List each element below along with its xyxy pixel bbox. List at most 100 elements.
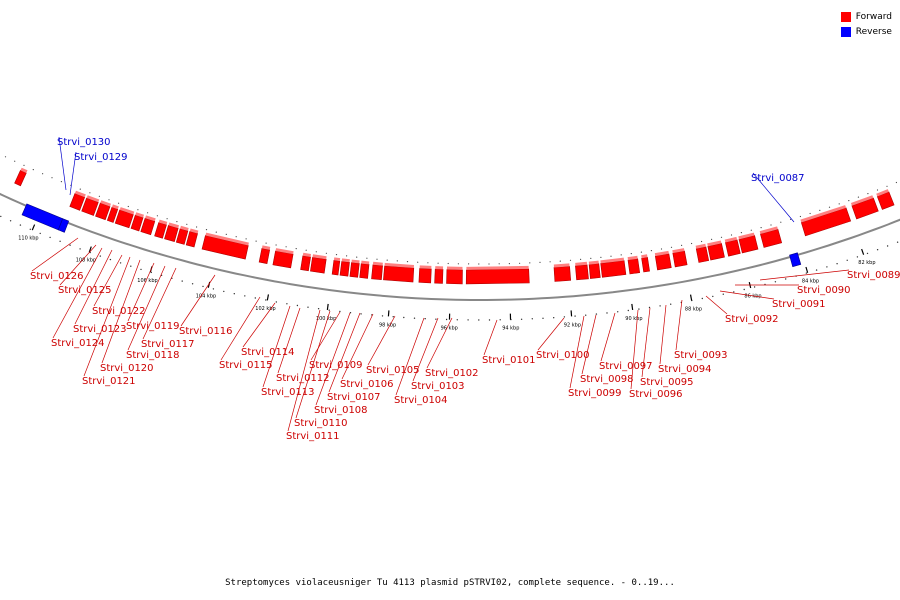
ring-dot bbox=[743, 288, 745, 291]
ring-dot bbox=[339, 310, 341, 313]
gene-label-strvi-0101: Strvi_0101 bbox=[482, 355, 536, 366]
tick-label: 86 kbp bbox=[744, 294, 761, 300]
ring-dot bbox=[681, 244, 683, 246]
gene-label-strvi-0110: Strvi_0110 bbox=[294, 418, 348, 429]
ring-dot bbox=[828, 206, 831, 208]
gene-shadow bbox=[135, 212, 144, 218]
inner-dotted-ring bbox=[4, 156, 898, 265]
leader-line bbox=[69, 151, 77, 196]
ring-dot bbox=[539, 261, 541, 263]
tick-mark bbox=[689, 294, 693, 301]
gene-label-strvi-0114: Strvi_0114 bbox=[241, 347, 295, 358]
ring-dot bbox=[886, 245, 889, 247]
ring-dot bbox=[857, 196, 860, 198]
tick-label: 90 kbp bbox=[625, 316, 642, 322]
ring-dot bbox=[39, 232, 41, 235]
gene-shadow bbox=[588, 260, 599, 265]
ring-dot bbox=[79, 188, 81, 190]
gene-label-strvi-0124: Strvi_0124 bbox=[51, 338, 105, 349]
ring-dot bbox=[753, 286, 756, 288]
ring-dot bbox=[895, 181, 898, 184]
gene-label-strvi-0100: Strvi_0100 bbox=[536, 350, 590, 361]
leader-lines bbox=[31, 136, 850, 432]
ring-dot bbox=[14, 160, 16, 162]
leader-line bbox=[101, 259, 141, 364]
gene-block bbox=[359, 263, 370, 279]
gene-block bbox=[154, 222, 167, 239]
ring-dot bbox=[140, 268, 142, 271]
ring-dot bbox=[275, 244, 277, 246]
tick-label: 84 kbp bbox=[802, 278, 819, 284]
ring-dot bbox=[498, 263, 500, 265]
ring-dot bbox=[640, 251, 643, 253]
ring-dot bbox=[307, 306, 309, 308]
gene-label-strvi-0090: Strvi_0090 bbox=[797, 285, 851, 296]
ring-dot bbox=[223, 290, 225, 293]
ring-dot bbox=[467, 319, 469, 321]
gene-label-strvi-0095: Strvi_0095 bbox=[640, 377, 694, 388]
gene-shadow bbox=[86, 195, 100, 203]
ring-dot bbox=[445, 318, 448, 321]
gene-block bbox=[175, 228, 189, 245]
gene-label-strvi-0122: Strvi_0122 bbox=[92, 306, 146, 317]
leader-line bbox=[600, 312, 616, 362]
ring-dot bbox=[770, 224, 772, 226]
gene-label-strvi-0116: Strvi_0116 bbox=[179, 326, 233, 337]
ring-dot bbox=[617, 311, 619, 313]
leader-line bbox=[52, 247, 103, 339]
gene-block bbox=[349, 262, 360, 278]
gene-block bbox=[725, 239, 741, 257]
gene-label-strvi-0089: Strvi_0089 bbox=[847, 270, 900, 281]
gene-shadow bbox=[641, 254, 648, 259]
leader-line bbox=[328, 312, 361, 393]
ring-dot bbox=[295, 248, 297, 250]
ring-dot bbox=[286, 303, 288, 305]
ring-dot bbox=[356, 256, 358, 258]
tick-label: 102 kbp bbox=[255, 306, 275, 312]
legend-item-forward: Forward bbox=[840, 9, 892, 24]
ring-dot bbox=[569, 259, 572, 261]
legend-label-reverse: Reverse bbox=[855, 26, 892, 37]
gene-label-strvi-0087: Strvi_0087 bbox=[751, 173, 805, 184]
leader-line bbox=[659, 304, 667, 365]
gene-shadow bbox=[119, 207, 135, 215]
backbone-arc bbox=[0, 192, 900, 301]
ring-dot bbox=[427, 262, 429, 264]
gene-label-strvi-0098: Strvi_0098 bbox=[580, 374, 634, 385]
gene-label-strvi-0104: Strvi_0104 bbox=[394, 395, 448, 406]
ring-dot bbox=[563, 316, 566, 318]
leader-line bbox=[127, 262, 155, 322]
ring-dot bbox=[137, 209, 139, 211]
ring-dot bbox=[670, 303, 672, 305]
leader-line bbox=[31, 237, 79, 272]
ring-dot bbox=[740, 232, 743, 234]
ring-dot bbox=[846, 259, 848, 261]
ring-dot bbox=[574, 315, 576, 317]
ring-dot bbox=[328, 309, 330, 311]
legend-item-reverse: Reverse bbox=[840, 24, 892, 39]
ring-dot bbox=[580, 258, 582, 260]
ring-dot bbox=[600, 256, 602, 258]
ring-dot bbox=[711, 238, 713, 240]
ring-dot bbox=[413, 317, 416, 319]
ring-dot bbox=[848, 200, 850, 202]
gene-label-strvi-0121: Strvi_0121 bbox=[82, 376, 136, 387]
leader-line bbox=[127, 265, 166, 351]
ring-dot bbox=[815, 269, 818, 271]
ring-dot bbox=[670, 246, 673, 248]
gene-label-strvi-0120: Strvi_0120 bbox=[100, 363, 154, 374]
ring-dot bbox=[386, 259, 388, 261]
ring-dot bbox=[659, 305, 661, 307]
gene-block bbox=[627, 258, 641, 275]
gene-shadow bbox=[466, 265, 529, 270]
gene-label-strvi-0118: Strvi_0118 bbox=[126, 350, 180, 361]
ring-dot bbox=[99, 255, 102, 257]
ring-dot bbox=[456, 319, 458, 321]
gene-block bbox=[418, 268, 432, 284]
leader-line bbox=[367, 315, 396, 366]
ring-dot bbox=[235, 236, 237, 238]
gene-labels: Strvi_0130 Strvi_0129 Strvi_0087 Strvi_0126… bbox=[30, 137, 900, 442]
gene-shadow bbox=[627, 255, 638, 261]
leader-line bbox=[242, 302, 276, 348]
ring-dot bbox=[774, 281, 777, 283]
